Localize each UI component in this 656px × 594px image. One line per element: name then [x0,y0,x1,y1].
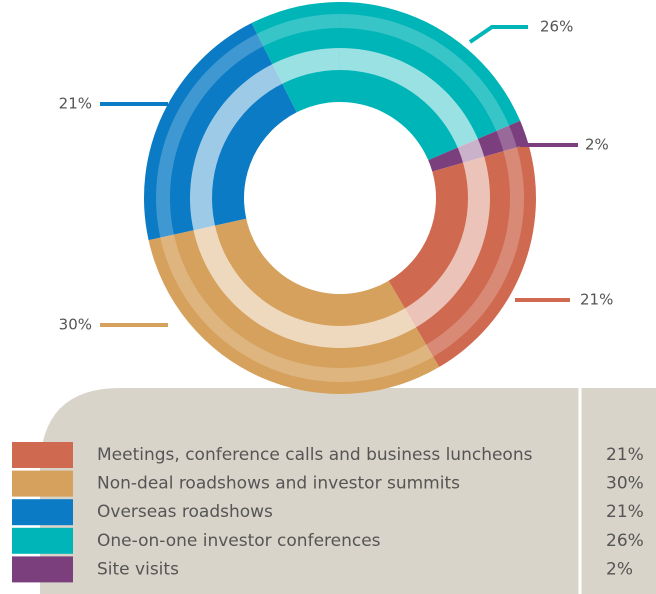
legend-label: One-on-one investor conferences [97,531,381,551]
value-label: 2% [585,136,609,154]
legend-label: Meetings, conference calls and business … [97,445,533,465]
legend-value: 26% [606,531,644,551]
legend-swatch [12,470,73,497]
legend-value: 21% [606,445,644,465]
legend-swatch [12,556,73,583]
legend-value: 2% [606,559,633,579]
value-label: 30% [59,316,92,334]
legend-label: Non-deal roadshows and investor summits [97,474,460,494]
legend-panel [40,388,656,594]
leader-line [468,25,528,44]
value-label: 21% [59,95,92,113]
legend-swatch [12,442,73,468]
legend-value: 21% [606,502,644,522]
value-label: 26% [540,18,573,36]
legend-swatch [12,499,73,526]
legend-swatch [12,527,73,554]
legend-label: Site visits [97,559,179,579]
value-label: 21% [580,291,613,309]
legend-label: Overseas roadshows [97,502,273,522]
legend-value: 30% [606,474,644,494]
